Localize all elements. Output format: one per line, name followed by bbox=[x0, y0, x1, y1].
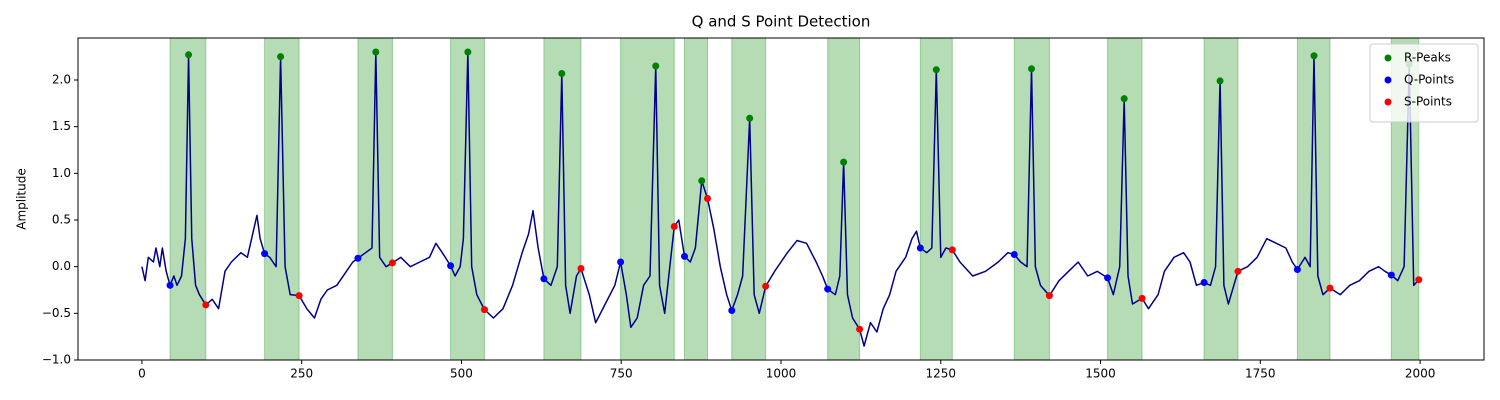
point bbox=[1326, 284, 1334, 292]
qrs-region bbox=[1107, 37, 1143, 361]
x-tick-label: 1250 bbox=[925, 367, 956, 381]
point bbox=[948, 246, 956, 254]
point bbox=[698, 177, 706, 185]
point bbox=[670, 223, 678, 231]
point bbox=[1387, 271, 1395, 279]
y-tick-label: 2.0 bbox=[52, 73, 71, 87]
y-tick-label: −0.5 bbox=[42, 306, 71, 320]
x-tick-label: 1500 bbox=[1085, 367, 1116, 381]
x-tick-label: 750 bbox=[610, 367, 633, 381]
legend-box bbox=[1369, 43, 1479, 123]
point bbox=[1045, 292, 1053, 300]
point bbox=[1310, 52, 1318, 60]
x-tick-label: 1750 bbox=[1245, 367, 1276, 381]
legend-label: R-Peaks bbox=[1404, 51, 1451, 65]
point bbox=[1415, 276, 1423, 284]
legend-label: S-Points bbox=[1404, 95, 1452, 109]
x-tick-label: 500 bbox=[450, 367, 473, 381]
point bbox=[824, 285, 832, 293]
point bbox=[1200, 279, 1208, 287]
point bbox=[540, 275, 548, 283]
point bbox=[617, 258, 625, 266]
x-tick-label: 0 bbox=[138, 367, 146, 381]
point bbox=[1104, 274, 1112, 282]
ecg-signal bbox=[141, 51, 1421, 347]
qrs-region bbox=[827, 37, 861, 361]
point bbox=[388, 259, 396, 267]
legend-label: Q-Points bbox=[1404, 73, 1454, 87]
legend-marker bbox=[1384, 54, 1392, 62]
plot-frame bbox=[77, 37, 1485, 361]
qrs-region bbox=[731, 37, 767, 361]
point bbox=[166, 281, 174, 289]
x-tick-label: 250 bbox=[290, 367, 313, 381]
point bbox=[558, 69, 566, 77]
point bbox=[762, 282, 770, 290]
point bbox=[480, 306, 488, 314]
point bbox=[856, 325, 864, 333]
point bbox=[261, 250, 269, 258]
point bbox=[680, 252, 688, 260]
point bbox=[1120, 95, 1128, 103]
point bbox=[577, 265, 585, 273]
point bbox=[728, 307, 736, 315]
point bbox=[652, 62, 660, 70]
point bbox=[447, 262, 455, 270]
y-tick-label: −1.0 bbox=[42, 353, 71, 367]
point bbox=[277, 53, 285, 61]
point bbox=[354, 254, 362, 262]
point bbox=[185, 51, 193, 59]
point bbox=[932, 66, 940, 74]
point bbox=[704, 195, 712, 203]
regions bbox=[169, 37, 1420, 361]
y-tick-label: 0.5 bbox=[52, 213, 71, 227]
point bbox=[464, 48, 472, 56]
point bbox=[840, 158, 848, 166]
qrs-region bbox=[1203, 37, 1239, 361]
point bbox=[1216, 77, 1224, 85]
point bbox=[202, 301, 210, 309]
y-tick-label: 1.5 bbox=[52, 119, 71, 133]
plot bbox=[141, 48, 1423, 347]
point bbox=[372, 48, 380, 56]
x-tick-label: 2000 bbox=[1405, 367, 1436, 381]
y-tick-label: 0.0 bbox=[52, 259, 71, 273]
point bbox=[295, 292, 303, 300]
legend: R-Peaks Q-Points S-Points bbox=[1369, 43, 1479, 123]
point bbox=[916, 244, 924, 252]
point bbox=[1010, 251, 1018, 259]
point bbox=[1138, 294, 1146, 302]
point bbox=[1293, 265, 1301, 273]
y-axis-label: Amplitude bbox=[15, 168, 29, 230]
legend-marker bbox=[1384, 98, 1392, 106]
point bbox=[746, 114, 754, 122]
y-tick-label: 1.0 bbox=[52, 166, 71, 180]
x-tick-label: 1000 bbox=[766, 367, 797, 381]
point bbox=[1028, 65, 1036, 73]
point bbox=[1234, 267, 1242, 275]
chart-title: Q and S Point Detection bbox=[692, 13, 871, 31]
legend-marker bbox=[1384, 76, 1392, 84]
ticks: 0 250 500 750 1000 1250 1500 1750 2000 −1.0 −0.5 0.… bbox=[42, 73, 1436, 381]
